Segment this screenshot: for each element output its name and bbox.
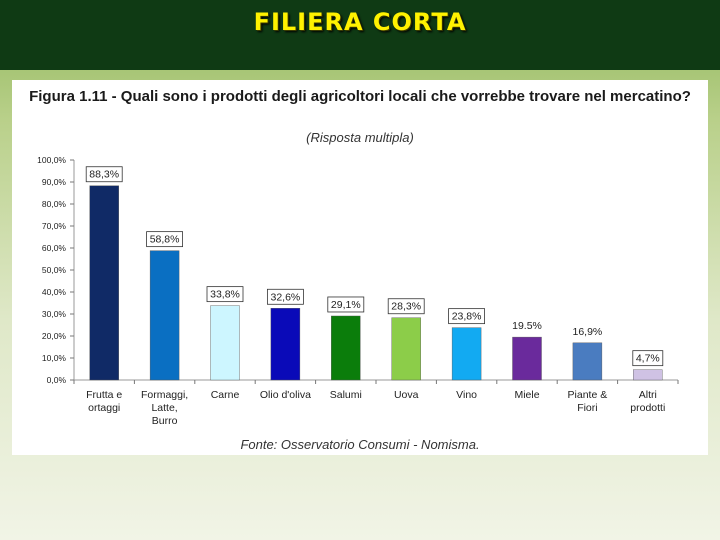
data-label: 19.5% bbox=[512, 320, 542, 332]
category-label: Uova bbox=[394, 389, 419, 401]
category-label-line: Piante & bbox=[568, 389, 608, 401]
category-label-line: prodotti bbox=[630, 402, 665, 414]
data-label: 4,7% bbox=[636, 353, 660, 365]
category-label-line: Altri bbox=[639, 389, 657, 401]
category-label: Salumi bbox=[330, 389, 362, 401]
category-label-line: Olio d'oliva bbox=[260, 389, 311, 401]
data-label-box bbox=[632, 350, 664, 367]
slide-title: FILIERA CORTA bbox=[253, 8, 467, 36]
y-tick-label: 0,0% bbox=[47, 375, 67, 385]
data-label: 16,9% bbox=[573, 326, 603, 338]
data-label-box bbox=[387, 298, 425, 315]
category-label-line: Vino bbox=[456, 389, 477, 401]
bar bbox=[331, 315, 361, 381]
data-label-box bbox=[85, 166, 123, 183]
data-label-box bbox=[448, 308, 486, 325]
bar bbox=[89, 185, 119, 381]
category-label-line: Carne bbox=[211, 389, 240, 401]
category-label: Piante & Fiori bbox=[568, 389, 608, 414]
category-label: Carne bbox=[211, 389, 240, 401]
category-label-line: ortaggi bbox=[88, 402, 120, 414]
data-label-box bbox=[327, 296, 365, 313]
category-label-line: Frutta e bbox=[86, 389, 122, 401]
y-tick-label: 70,0% bbox=[42, 221, 67, 231]
data-label-box bbox=[266, 288, 304, 305]
data-label: 32,6% bbox=[271, 291, 301, 303]
data-label: 88,3% bbox=[89, 169, 119, 181]
data-label-box bbox=[146, 231, 184, 248]
y-tick-label: 80,0% bbox=[42, 199, 67, 209]
bar bbox=[210, 305, 240, 381]
bar-chart: 0,0% 10,0% 20,0% 30,0% 40,0% 50,0% 60,0% 70,0% 8… bbox=[37, 155, 679, 427]
bar bbox=[391, 317, 421, 381]
y-tick-label: 10,0% bbox=[42, 353, 67, 363]
data-label: 29,1% bbox=[331, 299, 361, 311]
category-label-line: Miele bbox=[514, 389, 539, 401]
y-tick-label: 30,0% bbox=[42, 309, 67, 319]
y-tick-label: 20,0% bbox=[42, 331, 67, 341]
category-label: Vino bbox=[456, 389, 477, 401]
category-label-line: Burro bbox=[152, 415, 178, 427]
y-tick-label: 100,0% bbox=[37, 155, 66, 165]
data-label: 33,8% bbox=[210, 289, 240, 301]
category-label-line: Salumi bbox=[330, 389, 362, 401]
category-label: Miele bbox=[514, 389, 539, 401]
title-banner: FILIERA CORTA bbox=[0, 0, 720, 70]
chart-source: Fonte: Osservatorio Consumi - Nomisma. bbox=[240, 437, 480, 452]
category-label-line: Formaggi, bbox=[141, 389, 188, 401]
y-tick-label: 50,0% bbox=[42, 265, 67, 275]
y-tick-label: 60,0% bbox=[42, 243, 67, 253]
data-label: 58,8% bbox=[150, 234, 180, 246]
category-label-line: Fiori bbox=[577, 402, 597, 414]
category-label: Altri prodotti bbox=[630, 389, 665, 414]
y-tick-label: 40,0% bbox=[42, 287, 67, 297]
bar bbox=[633, 369, 663, 381]
chart-title: Figura 1.11 - Quali sono i prodotti degl… bbox=[29, 88, 691, 105]
bar bbox=[270, 308, 301, 381]
chart-subtitle: (Risposta multipla) bbox=[306, 130, 414, 145]
bar bbox=[149, 250, 180, 381]
data-label-box bbox=[206, 286, 244, 303]
category-label-line: Latte, bbox=[151, 402, 177, 414]
bar bbox=[512, 336, 542, 381]
data-label: 23,8% bbox=[452, 311, 482, 323]
y-tick-label: 90,0% bbox=[42, 177, 67, 187]
category-label-line: Uova bbox=[394, 389, 419, 401]
bar bbox=[451, 327, 482, 381]
data-label: 28,3% bbox=[391, 301, 421, 313]
category-label: Olio d'oliva bbox=[260, 389, 311, 401]
category-label: Formaggi, Latte, Burro bbox=[141, 389, 188, 427]
category-label: Frutta e ortaggi bbox=[86, 389, 122, 414]
bar bbox=[572, 342, 603, 381]
chart-panel: Figura 1.11 - Quali sono i prodotti degl… bbox=[12, 80, 708, 455]
